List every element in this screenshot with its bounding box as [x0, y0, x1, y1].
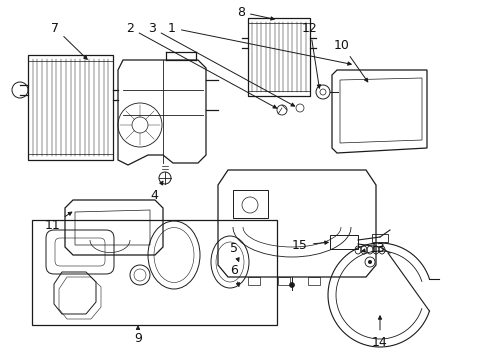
- Text: 10: 10: [333, 39, 367, 82]
- Bar: [371, 234, 387, 242]
- Text: 3: 3: [148, 22, 294, 106]
- Bar: [329, 235, 357, 249]
- Text: 4: 4: [150, 181, 163, 202]
- Text: 2: 2: [126, 22, 276, 108]
- Bar: [28, 55, 113, 61]
- Bar: [247, 91, 309, 96]
- Text: 8: 8: [237, 5, 274, 20]
- Text: 6: 6: [230, 264, 239, 286]
- Text: 9: 9: [134, 326, 142, 345]
- Bar: [307, 277, 319, 285]
- Circle shape: [289, 283, 294, 288]
- Text: 1: 1: [168, 22, 350, 65]
- Bar: [32, 220, 276, 325]
- Text: 13: 13: [361, 242, 385, 255]
- Bar: [28, 154, 113, 160]
- Bar: [278, 277, 289, 285]
- Text: 11: 11: [44, 212, 72, 231]
- Bar: [28, 55, 113, 160]
- Text: 15: 15: [291, 239, 327, 252]
- Bar: [232, 190, 267, 218]
- Text: 5: 5: [229, 242, 239, 261]
- Bar: [247, 18, 309, 96]
- Bar: [247, 277, 260, 285]
- Text: 7: 7: [51, 22, 87, 59]
- Text: 12: 12: [302, 22, 320, 88]
- Bar: [247, 18, 309, 23]
- Circle shape: [367, 260, 371, 264]
- Text: 14: 14: [371, 316, 387, 348]
